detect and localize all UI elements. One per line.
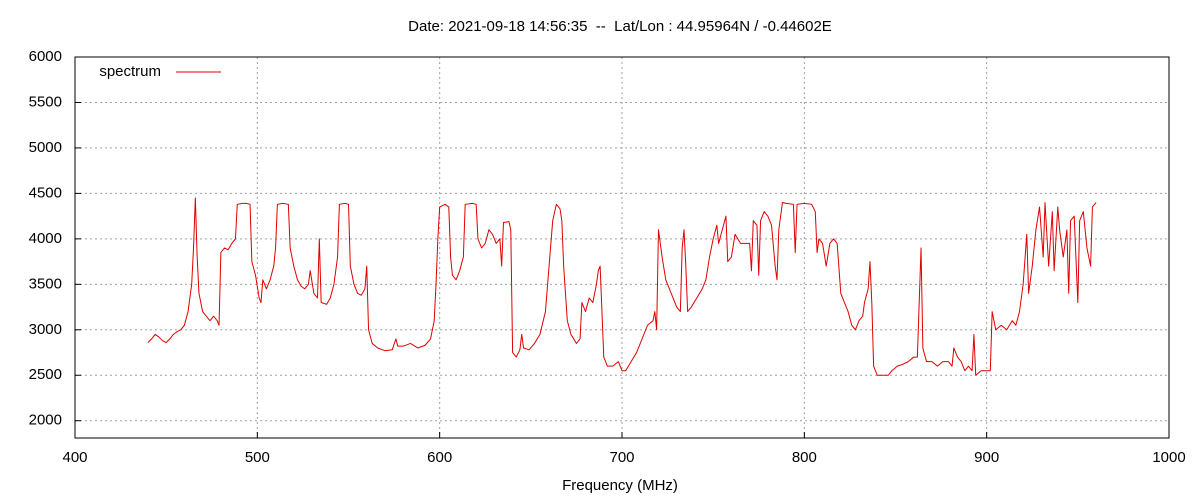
y-tick-label: 2000: [29, 412, 62, 429]
y-tick-label: 3000: [29, 321, 62, 338]
y-tick-label: 5000: [29, 139, 62, 156]
x-tick-label: 800: [792, 449, 817, 466]
x-tick-label: 1000: [1152, 449, 1185, 466]
y-tick-label: 3500: [29, 275, 62, 292]
x-tick-label: 700: [609, 449, 634, 466]
y-tick-label: 2500: [29, 366, 62, 383]
x-tick-label: 900: [974, 449, 999, 466]
chart-title: Date: 2021-09-18 14:56:35 -- Lat/Lon : 4…: [408, 18, 832, 35]
x-tick-label: 500: [245, 449, 270, 466]
x-tick-label: 400: [62, 449, 87, 466]
y-tick-label: 5500: [29, 93, 62, 110]
y-tick-label: 6000: [29, 48, 62, 65]
x-tick-label: 600: [427, 449, 452, 466]
legend-label: spectrum: [99, 63, 161, 80]
x-axis-label: Frequency (MHz): [562, 477, 678, 494]
y-tick-label: 4500: [29, 184, 62, 201]
y-tick-label: 4000: [29, 230, 62, 247]
plot-frame: [74, 56, 1170, 439]
spectrum-line: [147, 197, 1097, 376]
